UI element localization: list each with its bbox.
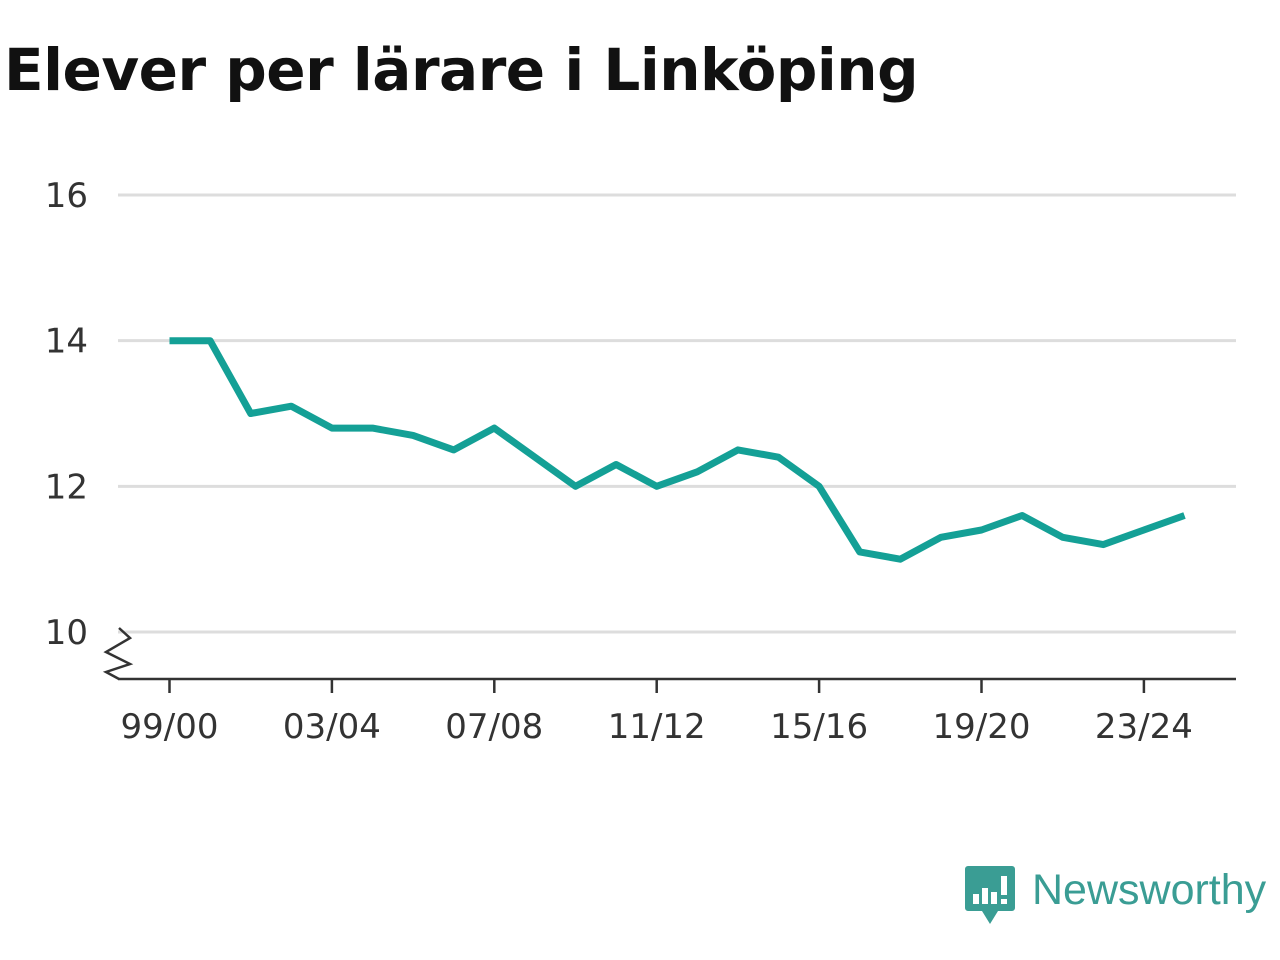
x-tick-label: 11/12: [608, 707, 706, 747]
grid-lines: [118, 193, 1236, 634]
x-tick-label: 23/24: [1095, 707, 1193, 747]
x-tick-label: 99/00: [121, 707, 219, 747]
x-axis: [102, 627, 1236, 681]
chart-title: Elever per lärare i Linköping: [4, 36, 919, 104]
bar-chart-speech-bubble-icon: [965, 866, 1015, 924]
series-group: [169, 337, 1186, 563]
y-axis-ticks: 10 12 14 16: [45, 176, 88, 653]
x-tick-label: 15/16: [770, 707, 868, 747]
y-tick-label: 12: [45, 467, 88, 507]
x-axis-ticks: 99/00 03/04 07/08 11/12 15/16 19/20 23/24: [121, 679, 1193, 747]
y-tick-label: 10: [45, 613, 88, 653]
series-line: [169, 337, 1186, 563]
y-tick-label: 14: [45, 322, 88, 362]
x-tick-label: 19/20: [933, 707, 1031, 747]
brand-name: Newsworthy: [1032, 866, 1267, 914]
x-tick-label: 03/04: [283, 707, 381, 747]
x-tick-label: 07/08: [445, 707, 543, 747]
y-tick-label: 16: [45, 176, 88, 216]
newsworthy-logo: Newsworthy: [964, 864, 1266, 928]
y-axis-break-mark: [102, 627, 134, 681]
